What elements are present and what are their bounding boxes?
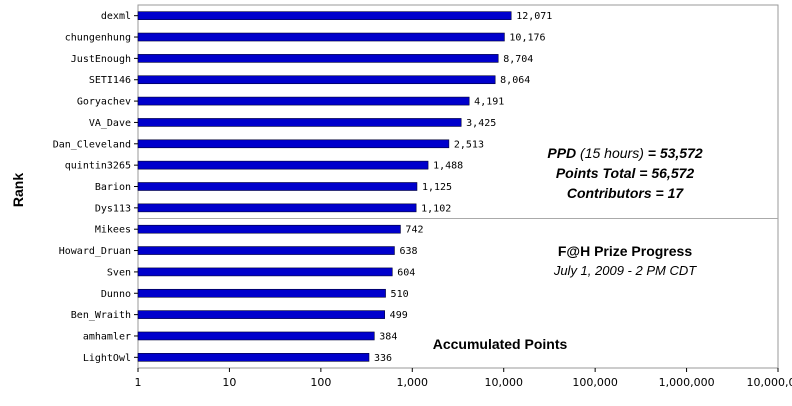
bar bbox=[137, 246, 395, 255]
data-label: 3,425 bbox=[466, 118, 496, 129]
prize-date: July 1, 2009 - 2 PM CDT bbox=[553, 263, 697, 278]
y-axis-title: Rank bbox=[10, 173, 26, 207]
data-label: 336 bbox=[374, 353, 392, 364]
bar bbox=[137, 118, 462, 127]
ppd-hours: (15 hours) bbox=[580, 145, 644, 161]
x-tick-label: 100 bbox=[310, 376, 331, 389]
category-label: Dan_Cleveland bbox=[53, 139, 131, 150]
data-label: 384 bbox=[379, 331, 397, 342]
bar bbox=[137, 203, 417, 213]
ppd-value: = 53,572 bbox=[648, 145, 703, 161]
category-label: Dys113 bbox=[95, 203, 131, 214]
prize-title: F@H Prize Progress bbox=[558, 243, 692, 259]
points-total-annotation: Points Total = 56,572 bbox=[556, 165, 695, 181]
bar bbox=[137, 182, 418, 191]
category-label: LightOwl bbox=[83, 353, 131, 364]
bar bbox=[137, 267, 393, 277]
bar bbox=[137, 353, 370, 362]
data-label: 1,125 bbox=[422, 182, 452, 193]
data-label: 8,704 bbox=[503, 54, 533, 65]
category-label: Howard_Druan bbox=[59, 246, 131, 257]
data-label: 4,191 bbox=[474, 97, 504, 108]
data-label: 510 bbox=[391, 289, 409, 300]
category-label: Dunno bbox=[101, 289, 131, 300]
bar bbox=[137, 331, 375, 341]
data-label: 499 bbox=[390, 310, 408, 321]
category-label: Barion bbox=[95, 182, 131, 193]
category-label: JustEnough bbox=[71, 54, 131, 65]
x-tick-label: 1 bbox=[135, 376, 142, 389]
data-label: 742 bbox=[405, 225, 423, 236]
data-label: 10,176 bbox=[509, 33, 545, 44]
bar bbox=[137, 160, 429, 170]
data-label: 1,488 bbox=[433, 161, 463, 172]
x-axis-title: Accumulated Points bbox=[433, 336, 568, 352]
data-label: 604 bbox=[397, 267, 415, 278]
bar bbox=[137, 32, 505, 42]
x-tick-label: 100,000 bbox=[572, 376, 618, 389]
category-label: Mikees bbox=[95, 225, 131, 236]
ppd-label: PPD bbox=[547, 145, 576, 161]
bar bbox=[137, 11, 512, 20]
data-label: 12,071 bbox=[516, 11, 552, 22]
bar bbox=[137, 54, 499, 63]
bar bbox=[137, 224, 401, 234]
category-label: Sven bbox=[107, 267, 131, 278]
category-label: SETI146 bbox=[89, 75, 131, 86]
category-label: amhamler bbox=[83, 331, 131, 342]
data-label: 1,102 bbox=[421, 203, 451, 214]
x-tick-label: 10 bbox=[222, 376, 236, 389]
category-label: Goryachev bbox=[77, 97, 131, 108]
bar bbox=[137, 139, 450, 149]
contributors-annotation: Contributors = 17 bbox=[567, 185, 685, 201]
data-label: 638 bbox=[399, 246, 417, 257]
bar bbox=[137, 288, 386, 298]
bar bbox=[137, 310, 385, 319]
bar bbox=[137, 96, 470, 106]
x-tick-label: 1,000,000 bbox=[659, 376, 715, 389]
bar bbox=[137, 75, 496, 85]
data-label: 8,064 bbox=[500, 75, 530, 86]
ppd-annotation: PPD (15 hours) = 53,572 bbox=[547, 145, 702, 161]
category-label: Ben_Wraith bbox=[71, 310, 131, 321]
data-label: 2,513 bbox=[454, 139, 484, 150]
category-label: quintin3265 bbox=[65, 161, 131, 172]
category-label: VA_Dave bbox=[89, 118, 131, 129]
x-tick-label: 1,000 bbox=[397, 376, 429, 389]
x-tick-label: 10,000,000 bbox=[747, 376, 792, 389]
category-label: chungenhung bbox=[65, 33, 131, 44]
category-label: dexml bbox=[101, 11, 131, 22]
x-tick-label: 10,000 bbox=[484, 376, 523, 389]
